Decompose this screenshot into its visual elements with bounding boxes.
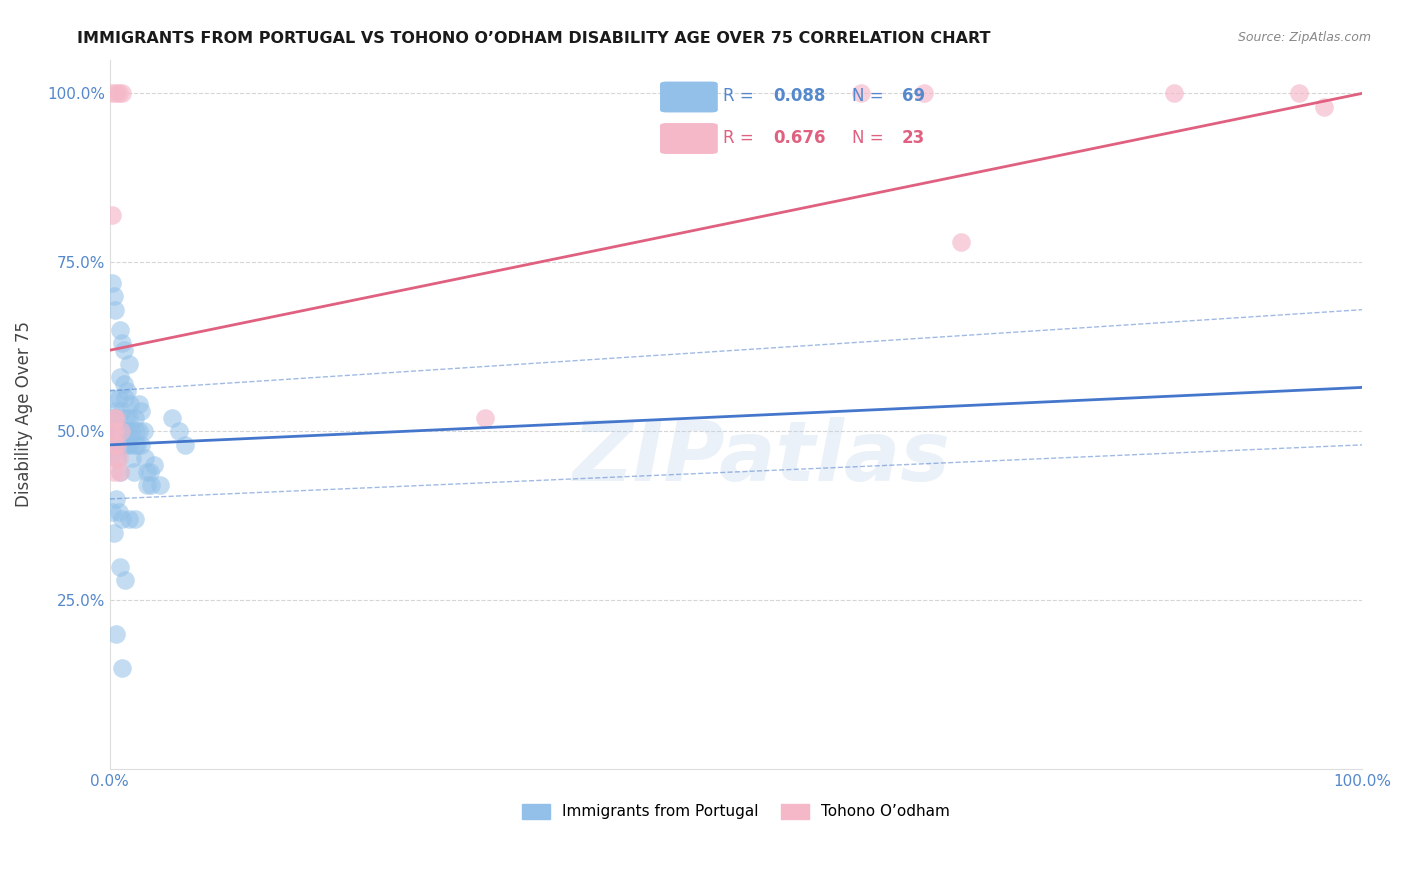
Point [118, 397, 141, 411]
Point [111, 404, 134, 418]
Point [103, 425, 125, 439]
Point [912, 87, 935, 101]
Point [107, 451, 129, 466]
Point [124, 438, 146, 452]
Point [167, 425, 190, 439]
Point [103, 410, 125, 425]
Point [103, 438, 125, 452]
Point [108, 370, 131, 384]
Point [107, 87, 129, 101]
Point [105, 491, 128, 506]
Point [173, 438, 195, 452]
Point [105, 451, 128, 466]
Point [101, 208, 124, 222]
Point [107, 506, 129, 520]
Point [103, 289, 125, 303]
Point [105, 438, 128, 452]
Point [108, 465, 131, 479]
Point [142, 458, 165, 472]
Point [110, 425, 132, 439]
Point [103, 465, 125, 479]
Point [104, 444, 127, 458]
Point [101, 425, 124, 439]
Point [115, 438, 138, 452]
Point [108, 323, 131, 337]
Point [128, 397, 150, 411]
Point [114, 425, 136, 439]
Point [107, 391, 129, 405]
Point [129, 438, 152, 452]
Point [108, 465, 131, 479]
Point [139, 465, 162, 479]
Point [117, 425, 139, 439]
Point [139, 478, 162, 492]
Text: Source: ZipAtlas.com: Source: ZipAtlas.com [1237, 31, 1371, 45]
Point [105, 417, 128, 432]
Point [136, 478, 159, 492]
Point [121, 451, 143, 466]
Point [110, 425, 132, 439]
Point [111, 87, 134, 101]
Point [162, 410, 184, 425]
Point [125, 425, 148, 439]
Point [1163, 87, 1185, 101]
Point [136, 465, 159, 479]
Point [101, 410, 124, 425]
Point [105, 410, 128, 425]
Point [103, 525, 125, 540]
Point [105, 431, 128, 445]
Point [1288, 87, 1310, 101]
Point [104, 425, 127, 439]
Text: IMMIGRANTS FROM PORTUGAL VS TOHONO O’ODHAM DISABILITY AGE OVER 75 CORRELATION CH: IMMIGRANTS FROM PORTUGAL VS TOHONO O’ODH… [77, 31, 991, 46]
Point [124, 410, 146, 425]
Point [100, 425, 122, 439]
Point [122, 465, 145, 479]
Point [101, 87, 124, 101]
Point [132, 425, 155, 439]
Point [101, 506, 124, 520]
Point [115, 410, 138, 425]
Point [108, 559, 131, 574]
Point [114, 391, 136, 405]
Point [111, 512, 134, 526]
Point [124, 512, 146, 526]
Point [117, 512, 139, 526]
Legend: Immigrants from Portugal, Tohono O’odham: Immigrants from Portugal, Tohono O’odham [516, 797, 956, 825]
Point [117, 384, 139, 398]
Point [950, 235, 973, 249]
Point [112, 377, 135, 392]
Point [107, 425, 129, 439]
Point [129, 404, 152, 418]
Y-axis label: Disability Age Over 75: Disability Age Over 75 [15, 321, 32, 508]
Point [111, 438, 134, 452]
Point [474, 410, 496, 425]
Point [114, 573, 136, 587]
Point [104, 302, 127, 317]
Point [134, 451, 156, 466]
Point [849, 87, 872, 101]
Point [103, 438, 125, 452]
Point [111, 336, 134, 351]
Point [104, 404, 127, 418]
Point [117, 357, 139, 371]
Point [117, 410, 139, 425]
Point [105, 87, 128, 101]
Text: ZIPatlas: ZIPatlas [572, 417, 950, 498]
Point [128, 425, 150, 439]
Point [1313, 100, 1336, 114]
Point [127, 438, 149, 452]
Point [112, 343, 135, 358]
Point [149, 478, 172, 492]
Point [111, 661, 134, 675]
Point [120, 425, 142, 439]
Point [105, 627, 128, 641]
Point [101, 391, 124, 405]
Point [117, 438, 139, 452]
Point [105, 410, 128, 425]
Point [104, 451, 127, 466]
Point [101, 276, 124, 290]
